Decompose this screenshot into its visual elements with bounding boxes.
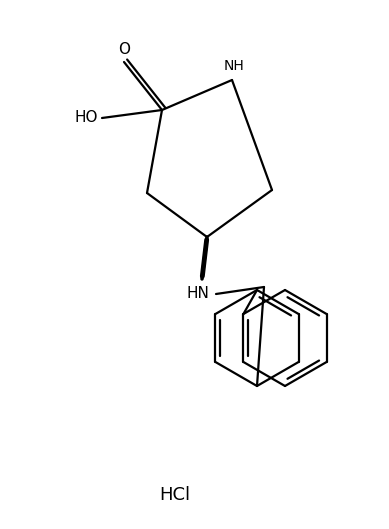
Text: HN: HN (187, 287, 209, 302)
Text: NH: NH (224, 59, 244, 73)
Text: HO: HO (74, 111, 98, 125)
Text: HCl: HCl (159, 486, 191, 504)
Text: O: O (118, 41, 130, 57)
